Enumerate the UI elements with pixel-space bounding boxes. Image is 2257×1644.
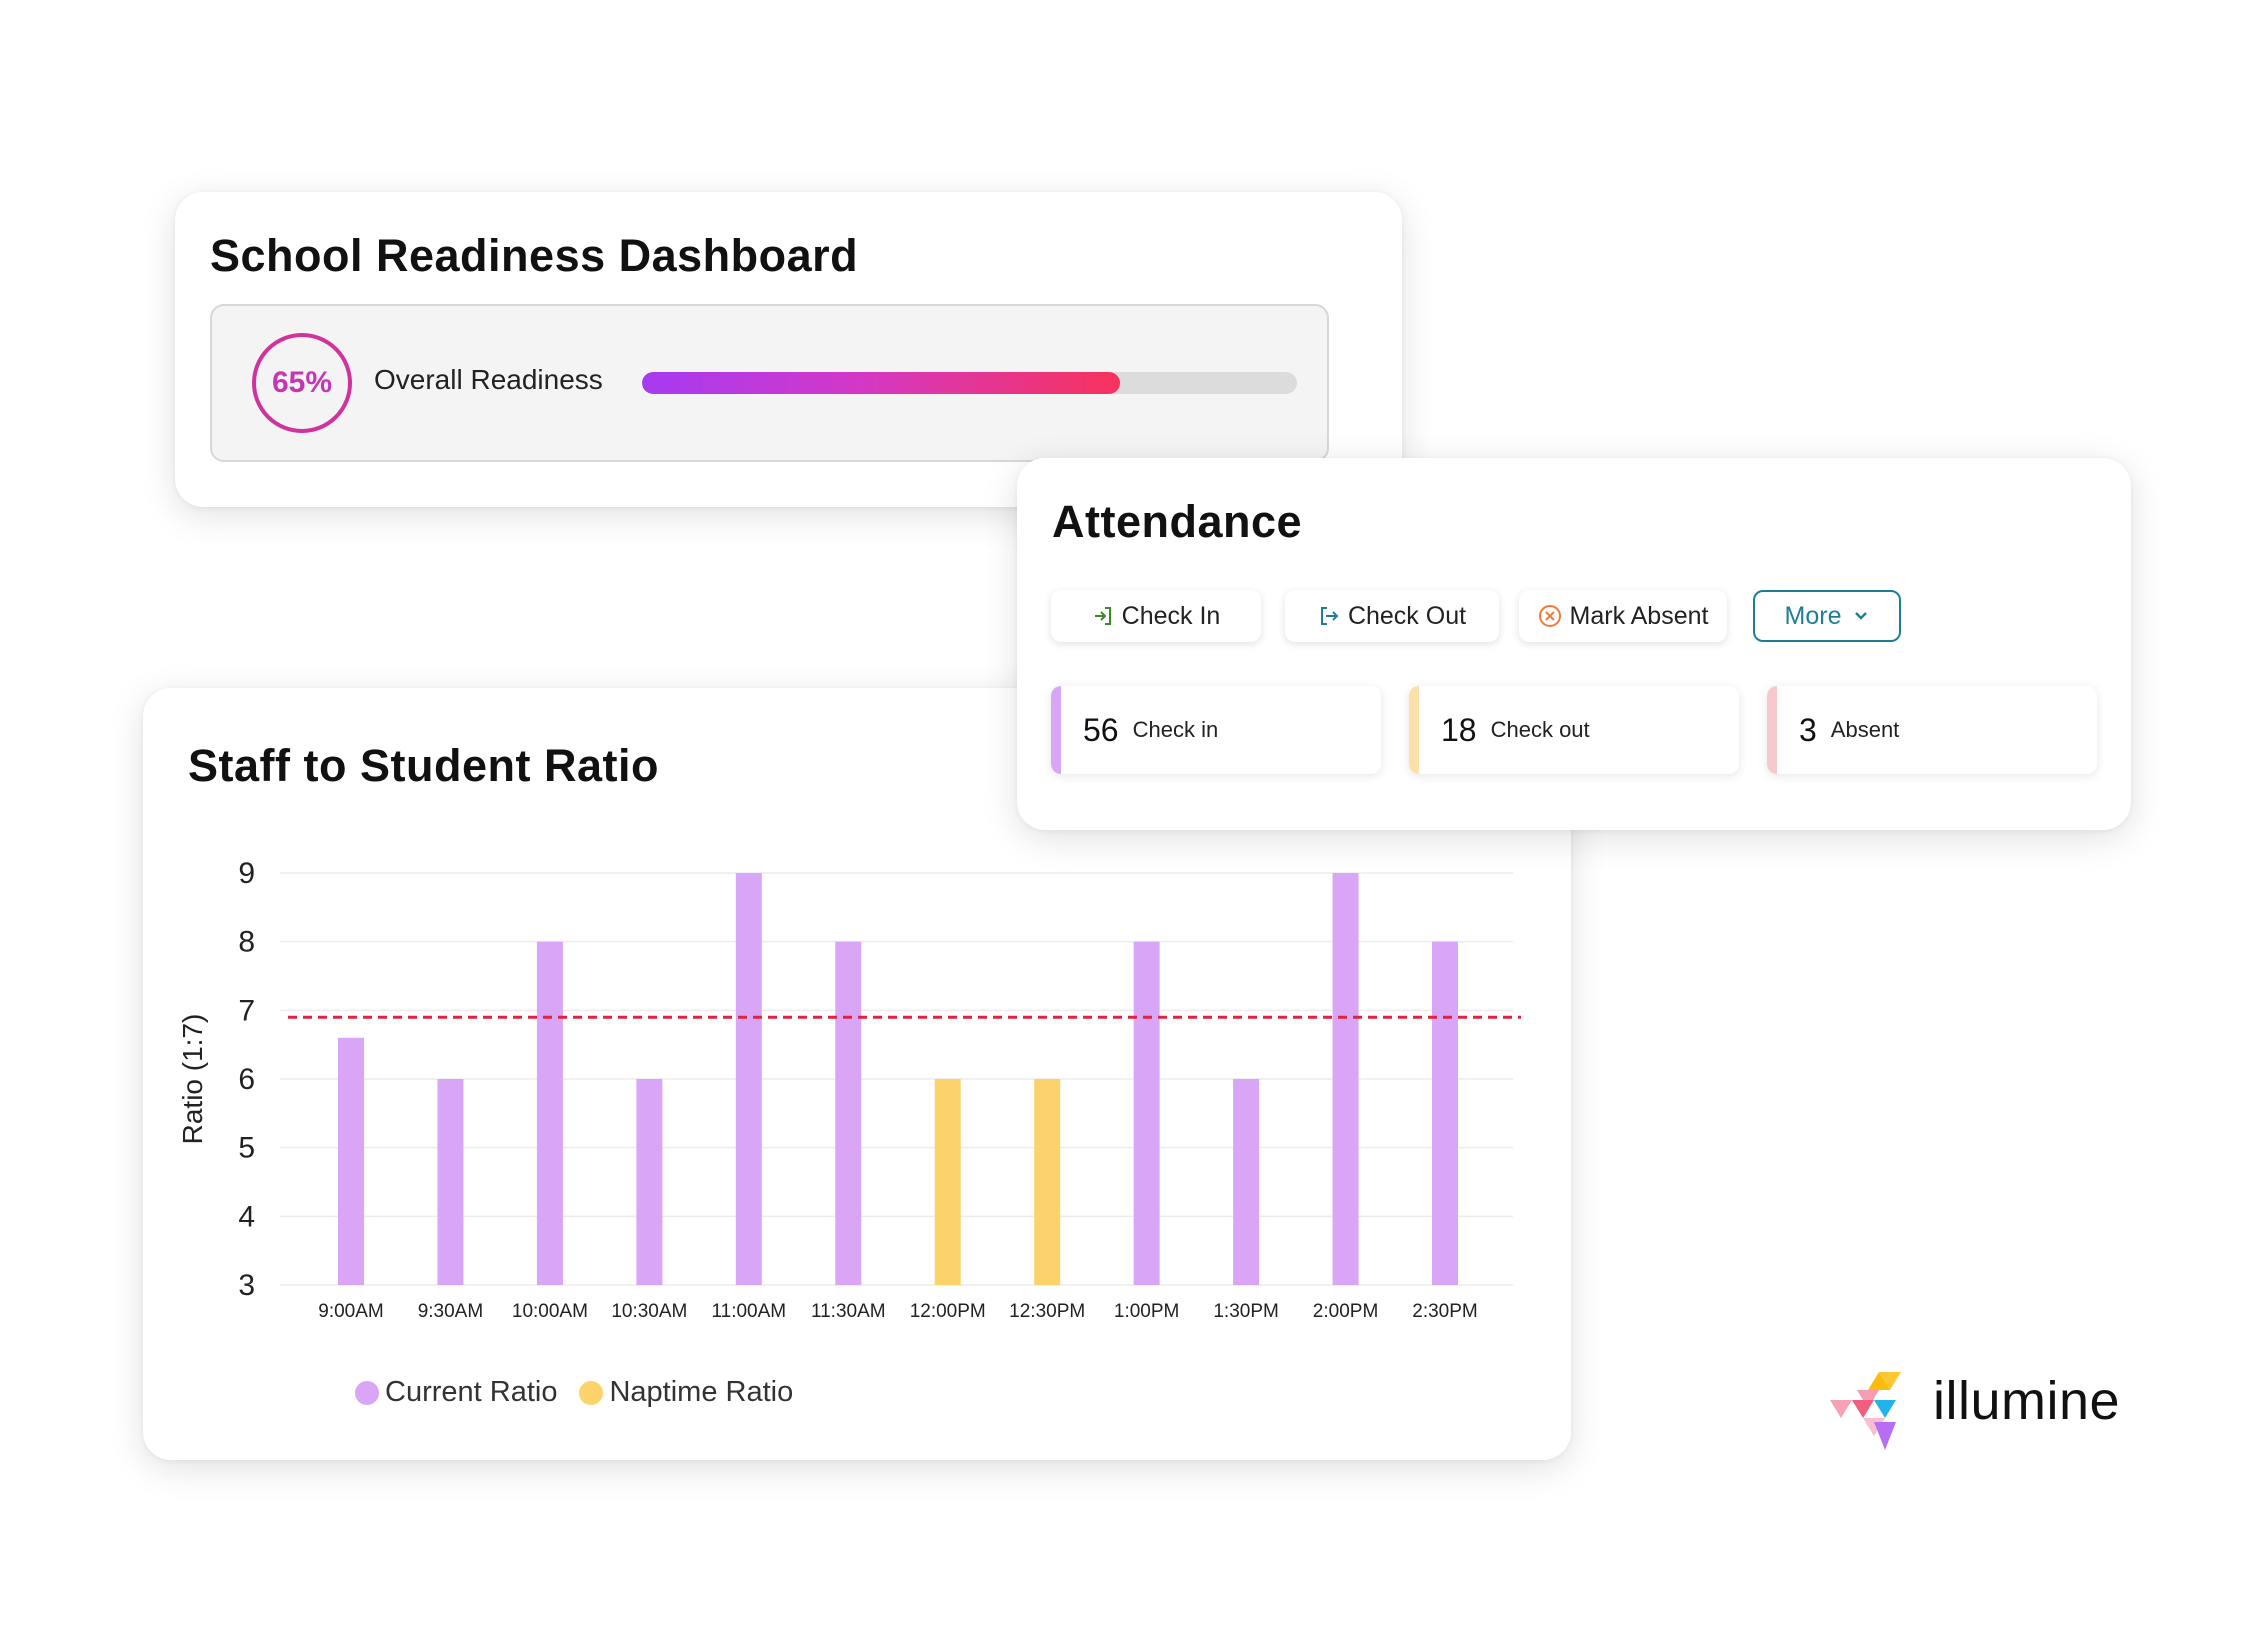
- illumine-logo: illumine: [1830, 1362, 2130, 1458]
- stat-accent-check-in: [1051, 686, 1061, 774]
- y-tick-label: 5: [238, 1132, 255, 1165]
- x-tick-label: 11:00AM: [711, 1301, 786, 1322]
- y-tick-label: 6: [238, 1063, 255, 1096]
- check-out-button[interactable]: Check Out: [1285, 590, 1499, 642]
- chart-bar: [1133, 941, 1160, 1285]
- x-tick-label: 12:30PM: [1009, 1301, 1085, 1322]
- y-tick-label: 7: [238, 994, 255, 1027]
- illumine-logo-mark: [1830, 1372, 1901, 1450]
- chart-legend: Current Ratio Naptime Ratio: [355, 1376, 815, 1409]
- y-axis-label: Ratio (1:7): [177, 1014, 208, 1145]
- x-tick-label: 1:00PM: [1114, 1301, 1179, 1322]
- chart-bar: [338, 1037, 364, 1285]
- chart-bar: [835, 941, 862, 1285]
- cancel-circle-icon: [1538, 605, 1561, 627]
- chart-bar: [1332, 873, 1359, 1285]
- chart-bar: [735, 873, 762, 1285]
- readiness-percent-ring: 65%: [252, 333, 352, 433]
- x-tick-label: 2:30PM: [1412, 1301, 1477, 1322]
- check-out-icon: [1320, 607, 1339, 625]
- legend-item-current: Current Ratio: [355, 1376, 557, 1409]
- chart-bar: [536, 941, 563, 1285]
- check-in-button[interactable]: Check In: [1051, 590, 1261, 642]
- stat-check-out: 18 Check out: [1409, 686, 1739, 774]
- y-tick-label: 3: [238, 1269, 255, 1302]
- stat-accent-check-out: [1409, 686, 1419, 774]
- stat-check-out-value: 18: [1441, 711, 1477, 748]
- mark-absent-button[interactable]: Mark Absent: [1519, 590, 1727, 642]
- check-out-label: Check Out: [1347, 601, 1467, 630]
- attendance-card: Attendance Check In Check Out Mark Absen…: [1017, 458, 2131, 830]
- stat-accent-absent: [1767, 686, 1777, 774]
- mark-absent-label: Mark Absent: [1569, 601, 1709, 630]
- stat-check-in: 56 Check in: [1051, 686, 1381, 774]
- check-in-icon: [1094, 607, 1111, 625]
- stat-check-in-value: 56: [1083, 711, 1119, 748]
- readiness-title: School Readiness Dashboard: [210, 230, 859, 281]
- stat-check-in-label: Check in: [1132, 717, 1219, 742]
- legend-label-naptime: Naptime Ratio: [609, 1376, 794, 1408]
- y-tick-label: 4: [238, 1200, 255, 1233]
- legend-item-naptime: Naptime Ratio: [579, 1376, 793, 1409]
- legend-swatch-current: [355, 1380, 379, 1405]
- check-in-label: Check In: [1121, 601, 1221, 630]
- attendance-title: Attendance: [1052, 496, 1303, 547]
- more-label: More: [1784, 601, 1842, 630]
- readiness-progress-bar: [642, 372, 1297, 394]
- x-tick-label: 9:00AM: [318, 1301, 383, 1322]
- x-tick-label: 1:30PM: [1213, 1301, 1278, 1322]
- legend-label-current: Current Ratio: [385, 1376, 558, 1408]
- x-tick-label: 11:30AM: [811, 1301, 886, 1322]
- chart-bar: [1034, 1079, 1061, 1285]
- chart-bar: [1432, 941, 1458, 1285]
- x-tick-label: 10:00AM: [512, 1301, 588, 1322]
- more-dropdown-button[interactable]: More: [1753, 590, 1901, 642]
- x-tick-label: 2:00PM: [1313, 1301, 1378, 1322]
- ratio-bar-chart: 3 4 5 6 7 8 9 Ratio (1:7) 9:00AM 9:30AM 10:00AM 10:…: [177, 857, 1521, 1322]
- stat-absent: 3 Absent: [1767, 686, 2097, 774]
- x-tick-label: 12:00PM: [910, 1301, 986, 1322]
- overall-readiness-label: Overall Readiness: [374, 364, 603, 395]
- readiness-percent-label: 65%: [271, 366, 333, 399]
- chart-bar: [934, 1079, 961, 1285]
- chart-bar: [437, 1079, 464, 1285]
- chart-bar: [636, 1079, 663, 1285]
- x-tick-label: 9:30AM: [418, 1301, 483, 1322]
- ratio-chart-title: Staff to Student Ratio: [188, 740, 659, 791]
- x-tick-label: 10:30AM: [611, 1301, 687, 1322]
- stat-absent-label: Absent: [1830, 717, 1900, 742]
- overall-readiness-panel: 65% Overall Readiness: [210, 304, 1329, 462]
- readiness-progress-fill: [642, 372, 1121, 394]
- chart-bar: [1233, 1079, 1260, 1285]
- stat-check-out-label: Check out: [1490, 717, 1590, 742]
- stat-absent-value: 3: [1799, 711, 1817, 748]
- school-readiness-card: School Readiness Dashboard 65% Overall R…: [175, 192, 1402, 507]
- y-tick-label: 8: [238, 926, 255, 959]
- illumine-logo-text: illumine: [1933, 1371, 2121, 1431]
- chevron-down-icon: [1855, 612, 1868, 620]
- legend-swatch-naptime: [579, 1380, 604, 1405]
- y-tick-label: 9: [238, 857, 255, 890]
